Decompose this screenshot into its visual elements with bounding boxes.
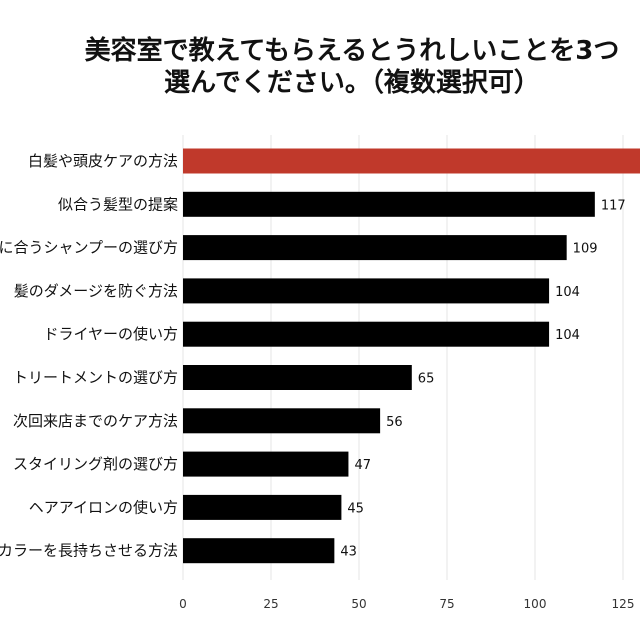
category-label: スタイリング剤の選び方	[13, 455, 178, 473]
x-tick-label: 75	[439, 597, 454, 611]
category-label: 似合う髪型の提案	[58, 195, 178, 213]
bar	[183, 321, 550, 347]
x-tick-label: 50	[351, 597, 366, 611]
x-tick-label: 0	[179, 597, 187, 611]
category-label: 白髪や頭皮ケアの方法	[28, 152, 178, 170]
bar	[183, 494, 342, 520]
value-label: 43	[340, 545, 357, 560]
x-axis-ticks: 0 25 50 75 100 125	[179, 597, 634, 611]
category-labels: 白髪や頭皮ケアの方法似合う髪型の提案自分に合うシャンプーの選び方髪のダメージを防…	[0, 152, 178, 560]
bar	[183, 148, 640, 174]
value-labels: 117 109 104 104 65 56 47 45 43	[340, 198, 625, 559]
x-tick-label: 25	[263, 597, 278, 611]
bar	[183, 451, 349, 477]
bar	[183, 278, 550, 304]
value-label: 109	[573, 242, 598, 257]
category-label: 自分に合うシャンプーの選び方	[0, 239, 178, 257]
category-label: 髪のダメージを防ぐ方法	[14, 282, 178, 300]
value-label: 104	[555, 285, 580, 300]
value-label: 65	[418, 372, 435, 387]
x-tick-label: 125	[612, 597, 635, 611]
bar	[183, 365, 412, 390]
category-label: トリートメントの選び方	[13, 369, 178, 387]
chart-title-line: 選んでください。（複数選択可）	[164, 67, 540, 98]
bar	[183, 235, 567, 261]
bar	[183, 191, 595, 217]
bars	[183, 148, 640, 564]
chart-title-line: 美容室で教えてもらえるとうれしいことを3つ	[85, 35, 620, 66]
value-label: 45	[347, 501, 364, 516]
category-label: ドライヤーの使い方	[43, 325, 178, 343]
value-label: 56	[386, 415, 403, 430]
bar	[183, 408, 381, 434]
value-label: 47	[354, 458, 371, 473]
category-label: カラーを長持ちさせる方法	[0, 542, 178, 560]
value-label: 104	[555, 328, 580, 343]
category-label: ヘアアイロンの使い方	[29, 498, 178, 516]
value-label: 117	[601, 198, 626, 213]
bar	[183, 538, 335, 564]
category-label: 次回来店までのケア方法	[13, 412, 178, 430]
x-tick-label: 100	[524, 597, 547, 611]
